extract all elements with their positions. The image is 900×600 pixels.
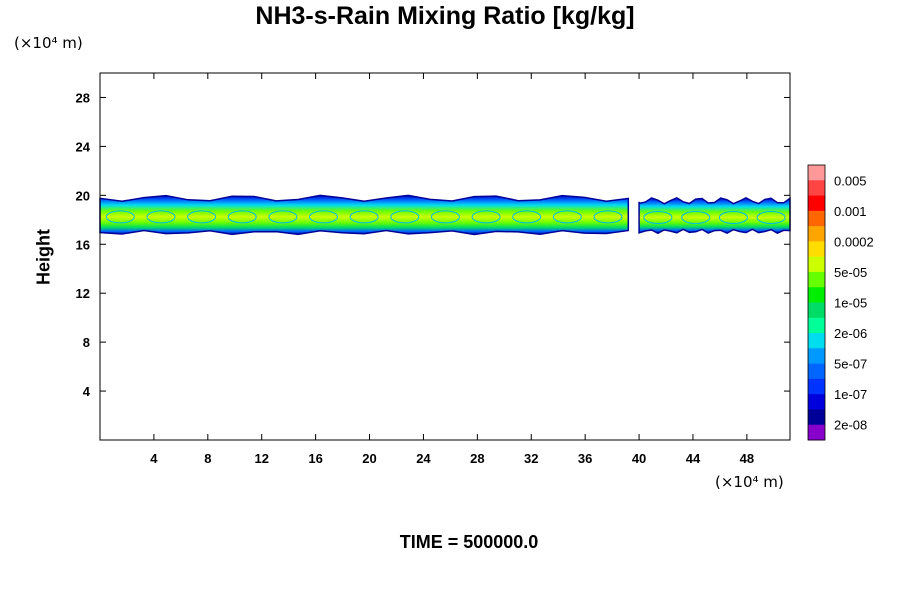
colorbar-label: 0.0002 [834,234,874,249]
colorbar-swatch [808,165,825,181]
plot-frame [99,72,791,441]
x-tick-label: 12 [254,451,268,466]
contour-cell [390,210,420,224]
time-label: TIME = 500000.0 [399,532,539,552]
colorbar-swatch [808,378,825,395]
contour-cell [187,210,217,224]
colorbar-swatch [808,210,825,227]
contour-cell [349,210,379,224]
contour-cell [309,210,338,224]
colorbar-swatch [808,226,825,242]
colorbar-label: 0.005 [834,173,867,188]
cloud-band-segment [99,194,630,236]
y-tick-label: 20 [76,188,90,203]
colorbar-label: 2e-08 [834,418,867,433]
colorbar-swatch [808,256,825,273]
x-tick-label: 32 [524,451,538,466]
x-tick-label: 20 [362,451,376,466]
x-tick-label: 28 [470,451,484,466]
contour-cell [718,211,748,224]
colorbar-label: 1e-05 [834,296,867,311]
y-tick-label: 16 [76,237,90,252]
contour-cell [227,210,257,224]
contour-cell [471,210,501,224]
y-unit-label: (×10⁴ m) [14,34,83,52]
contour-cell [268,210,298,224]
contour-cell [146,210,176,224]
y-tick-label: 12 [76,286,90,301]
x-tick-label: 4 [150,451,158,466]
x-tick-label: 16 [308,451,322,466]
contour-cell [756,211,786,224]
colorbar-swatch [808,287,825,303]
colorbar-swatch [808,409,825,426]
contour-cell [643,211,673,224]
contour-cell [593,210,623,224]
cloud-band-segment [638,196,791,235]
y-tick-label: 28 [76,90,90,105]
colorbar-label: 2e-06 [834,326,867,341]
contour-cell [681,211,711,224]
x-tick-label: 36 [578,451,592,466]
y-tick-label: 24 [76,139,91,154]
colorbar-swatch [808,333,825,349]
colorbar-swatch [808,394,825,410]
colorbar-swatch [808,363,825,380]
y-tick-label: 4 [83,384,91,399]
x-unit-label: (×10⁴ m) [715,473,784,491]
colorbar-swatch [808,271,825,288]
x-tick-label: 48 [740,451,754,466]
colorbar-swatch [808,180,825,197]
x-tick-label: 24 [416,451,431,466]
colorbar-swatch [808,195,825,212]
contour-cell [105,210,135,224]
colorbar-swatch [808,317,825,334]
contour-cell [552,210,582,224]
colorbar-label: 5e-05 [834,265,867,280]
contour-cell [512,210,542,224]
colorbar-frame [807,164,826,441]
x-tick-label: 8 [204,451,211,466]
contour-cell [430,210,460,224]
x-tick-label: 40 [632,451,646,466]
chart-title: NH3-s-Rain Mixing Ratio [kg/kg] [255,2,635,30]
colorbar-swatch [808,424,825,441]
y-tick-label: 8 [83,335,90,350]
colorbar-label: 0.001 [834,204,867,219]
colorbar-swatch [808,348,825,365]
colorbar-swatch [808,241,825,258]
x-tick-label: 44 [686,451,701,466]
colorbar-label: 5e-07 [834,357,867,372]
colorbar-swatch [808,302,825,319]
colorbar-label: 1e-07 [834,387,867,402]
